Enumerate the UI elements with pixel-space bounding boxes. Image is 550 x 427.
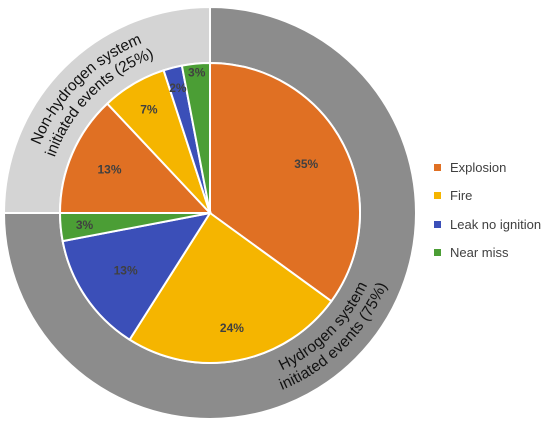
legend: Explosion Fire Leak no ignition Near mis… xyxy=(434,160,541,274)
slice-explosion-non-hydrogen xyxy=(58,102,213,214)
slice-fire-hydrogen xyxy=(128,211,333,364)
slice-explosion-hydrogen xyxy=(209,61,361,303)
legend-swatch-explosion xyxy=(434,163,441,171)
slice-near-miss-non-hydrogen xyxy=(180,61,211,214)
legend-label-near-miss: Near miss xyxy=(450,245,509,260)
legend-item-leak-no-ignition: Leak no ignition xyxy=(434,216,542,232)
inner-pie xyxy=(58,61,361,364)
legend-label-leak-no-ignition: Leak no ignition xyxy=(450,216,542,232)
slice-label-fire-hydrogen: 24% xyxy=(220,321,244,335)
legend-swatch-leak-no-ignition xyxy=(434,220,441,228)
slice-label-fire-non-hydrogen: 7% xyxy=(140,103,158,117)
slice-label-leak-no-ignition-hydrogen: 13% xyxy=(114,263,138,277)
slice-label-near-miss-non-hydrogen: 3% xyxy=(188,66,206,80)
slice-label-explosion-non-hydrogen: 13% xyxy=(97,163,121,177)
percent-labels: 35%24%13%3%13%7%2%3% xyxy=(76,66,319,335)
legend-item-near-miss: Near miss xyxy=(434,245,541,260)
legend-label-explosion: Explosion xyxy=(450,159,507,175)
legend-swatch-near-miss xyxy=(434,249,441,256)
slice-label-explosion-hydrogen: 35% xyxy=(294,157,318,171)
slice-label-near-miss-hydrogen: 3% xyxy=(76,218,94,232)
legend-swatch-fire xyxy=(434,192,441,199)
legend-label-fire: Fire xyxy=(450,188,473,203)
legend-item-explosion: Explosion xyxy=(434,159,541,175)
legend-item-fire: Fire xyxy=(434,188,541,203)
slice-leak-no-ignition-hydrogen xyxy=(61,211,213,342)
slice-label-leak-no-ignition-non-hydrogen: 2% xyxy=(169,81,187,95)
